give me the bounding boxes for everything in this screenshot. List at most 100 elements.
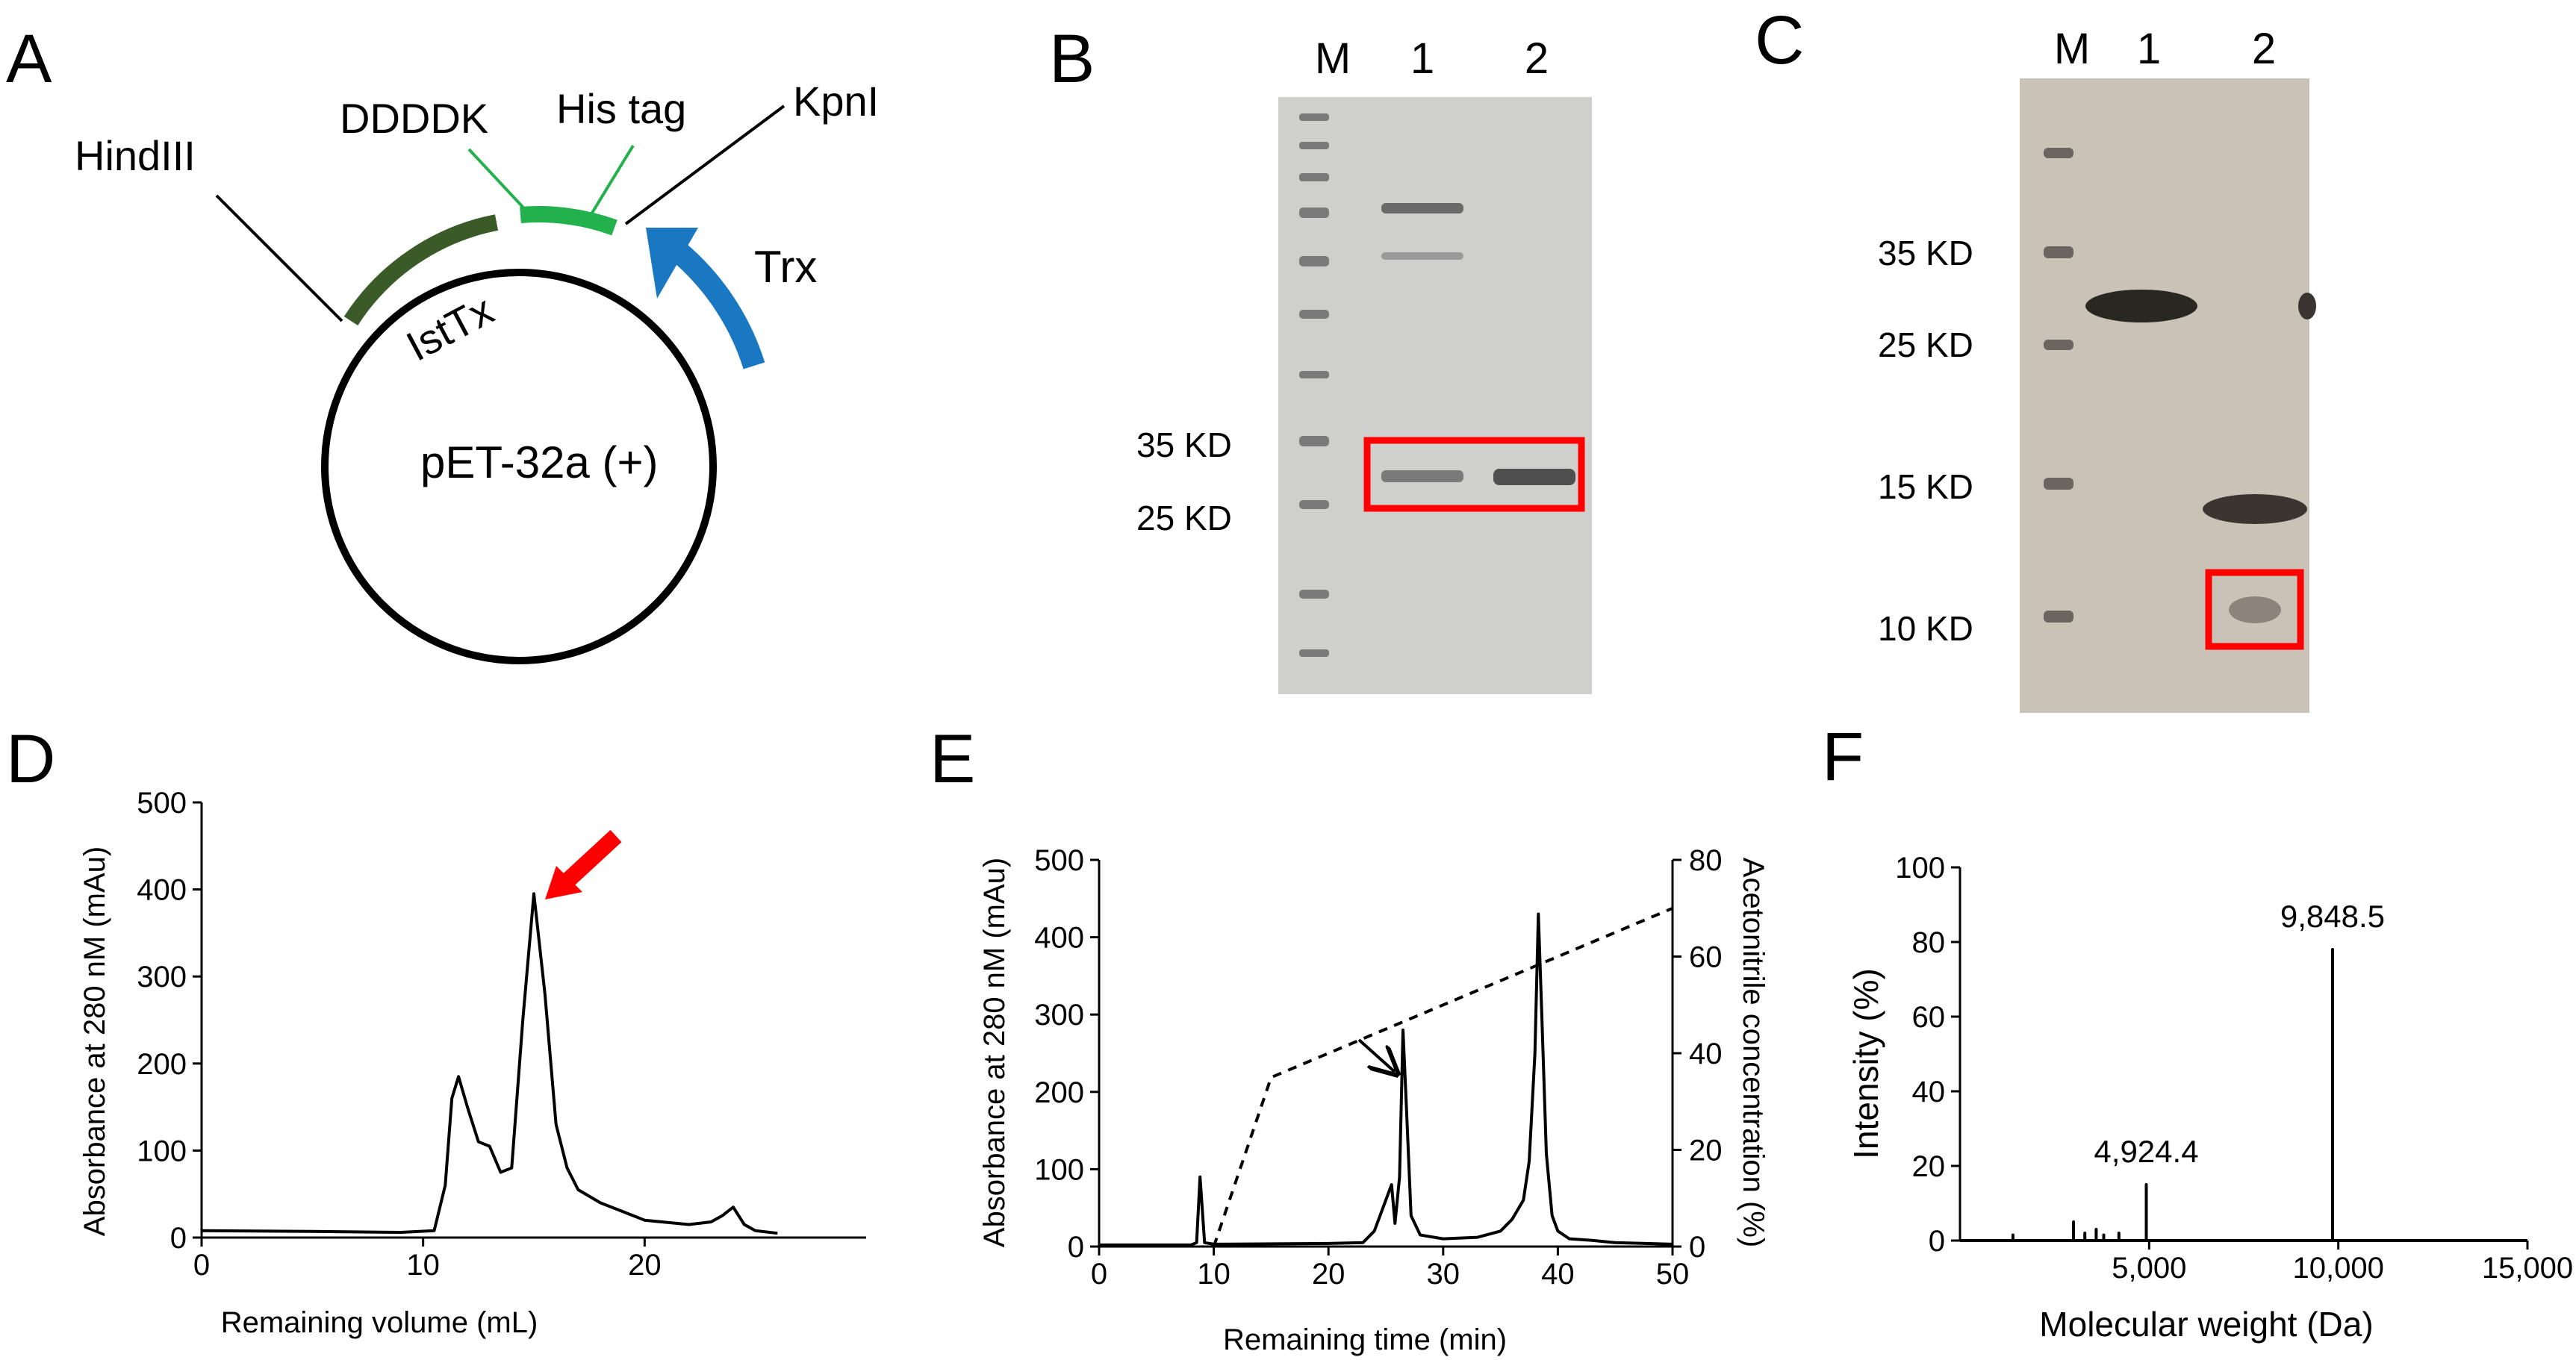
x-tick-label: 50: [1656, 1258, 1690, 1291]
y-tick-label: 300: [1034, 999, 1084, 1032]
panel-c-letter: C: [1755, 2, 1804, 78]
gel-band: [2229, 596, 2281, 623]
gel-band: [1299, 208, 1329, 218]
y-tick-label: 100: [1034, 1153, 1084, 1186]
peak-label: 4,924.4: [2094, 1134, 2198, 1169]
panel-f: F 5,000 10,000 15,000 0 20 40 60 80 100 4,924.4 9,…: [1822, 719, 2573, 1344]
gel-band: [1381, 252, 1463, 260]
plasmid-label: pET-32a (+): [420, 437, 659, 487]
gel-b-lane-2: 2: [1525, 34, 1549, 83]
gel-band: [1299, 173, 1329, 181]
gel-b-background: [1278, 97, 1592, 694]
y-tick-label: 400: [137, 874, 187, 907]
panel-a-letter: A: [6, 21, 52, 97]
y-tick-label: 400: [1034, 922, 1084, 955]
gel-band: [2044, 478, 2073, 490]
y-tick-label: 20: [1912, 1150, 1946, 1183]
gel-b-highlight-box: [1363, 437, 1585, 512]
x-tick-label: 20: [628, 1249, 662, 1282]
y-tick-label: 100: [137, 1135, 187, 1167]
chart-d-red-arrow-head: [545, 866, 582, 899]
gel-band: [1381, 470, 1463, 482]
panel-f-letter: F: [1822, 719, 1864, 795]
y-tick-label: 200: [1034, 1076, 1084, 1109]
gel-band: [2044, 246, 2073, 258]
chart-d-red-arrow-shaft: [561, 829, 622, 888]
panel-e-letter: E: [930, 721, 975, 797]
isttx-label: IstTx: [399, 286, 501, 370]
gel-band: [2044, 340, 2073, 350]
x-tick-label: 10: [406, 1249, 440, 1282]
y-tick-label: 0: [170, 1222, 187, 1255]
gel-band: [1299, 142, 1329, 149]
panel-b-letter: B: [1049, 21, 1095, 97]
gel-band: [2085, 290, 2197, 322]
panel-d-letter: D: [6, 721, 55, 797]
x-tick-label: 10,000: [2292, 1252, 2383, 1285]
gel-c-marker-35: 35 KD: [1878, 234, 1973, 272]
y-tick-label: 500: [137, 787, 187, 820]
y-tick-label: 0: [1929, 1225, 1945, 1258]
trx-arrowhead: [646, 228, 698, 299]
gel-band: [2044, 148, 2073, 158]
gel-band: [2044, 611, 2073, 623]
chart-e-y2label: Acetonitrile concentration (%): [1737, 858, 1770, 1247]
gel-b-marker-lane: [1299, 113, 1329, 657]
chart-f: 5,000 10,000 15,000 0 20 40 60 80 100 4,924.4 9,84…: [1895, 852, 2573, 1285]
y-tick-label: 40: [1912, 1076, 1946, 1108]
chart-e-ylabel: Absorbance at 280 nM (mAu): [978, 858, 1011, 1247]
gel-band: [1299, 436, 1329, 446]
peak-label: 9,848.5: [2280, 899, 2385, 934]
chart-f-xlabel: Molecular weight (Da): [2039, 1305, 2373, 1344]
ddddk-line: [467, 148, 533, 218]
ddddk-label: DDDDK: [340, 95, 488, 142]
gel-band: [1299, 256, 1329, 266]
kpni-label: KpnI: [793, 78, 879, 125]
gel-band: [1493, 469, 1575, 485]
gel-band: [1299, 371, 1329, 378]
gel-c-marker-25: 25 KD: [1878, 325, 1973, 364]
his-tag-arc: [520, 206, 617, 236]
gel-c-marker-10: 10 KD: [1878, 609, 1973, 648]
kpni-line: [624, 105, 785, 225]
gel-c-lane-2: 2: [2252, 25, 2276, 73]
gel-band: [1299, 500, 1329, 509]
y2-tick-label: 80: [1689, 844, 1723, 877]
y-tick-label: 0: [1068, 1231, 1084, 1264]
y-tick-label: 200: [137, 1048, 187, 1081]
gel-b-lane-1: 1: [1410, 34, 1434, 83]
chart-f-ylabel: Intensity (%): [1847, 968, 1885, 1159]
gel-band: [1299, 113, 1329, 121]
chart-d-xlabel: Remaining volume (mL): [221, 1306, 538, 1339]
gel-band: [1299, 649, 1329, 657]
y2-tick-label: 20: [1689, 1135, 1723, 1167]
gel-b-marker-35: 35 KD: [1136, 425, 1232, 464]
acetonitrile-gradient-line: [1212, 906, 1673, 1247]
x-tick-label: 20: [1312, 1258, 1345, 1291]
panel-c: C M 1 2 35 KD 25 KD 15 KD 10 KD: [1755, 2, 2316, 713]
trx-arc: [665, 237, 765, 369]
panel-b: B M 1 2 35 KD 25 KD: [1049, 21, 1592, 694]
plasmid-circle: [321, 269, 717, 664]
y2-tick-label: 60: [1689, 941, 1723, 974]
gel-c-marker-15: 15 KD: [1878, 467, 1973, 506]
x-tick-label: 0: [1091, 1258, 1107, 1291]
series-line: [1960, 948, 2527, 1242]
y-tick-label: 80: [1912, 926, 1946, 959]
chart-e-xlabel: Remaining time (min): [1223, 1323, 1507, 1356]
chart-e-peak-arrow: [1357, 1038, 1395, 1072]
hindiii-label: HindIII: [75, 132, 196, 179]
gel-band: [2298, 293, 2316, 319]
y-tick-label: 300: [137, 961, 187, 994]
gel-band: [1299, 310, 1329, 319]
y-tick-label: 100: [1895, 852, 1945, 885]
his-tag-line: [588, 144, 635, 218]
gel-b-lane-m: M: [1315, 34, 1351, 83]
gel-band: [1381, 203, 1463, 213]
trx-label: Trx: [754, 242, 817, 292]
y2-tick-label: 0: [1689, 1231, 1705, 1264]
x-tick-label: 10: [1197, 1258, 1231, 1291]
